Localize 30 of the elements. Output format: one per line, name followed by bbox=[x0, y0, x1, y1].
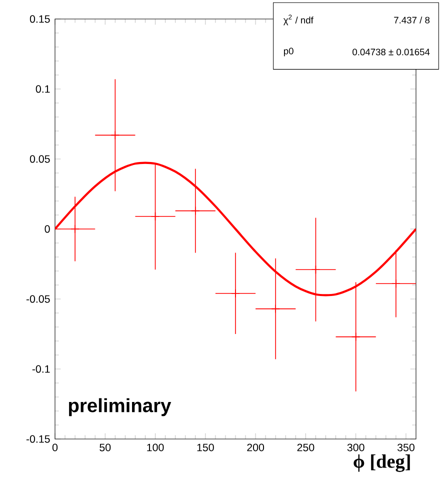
annotation: 7.437 / 8 bbox=[394, 16, 430, 24]
point bbox=[231, 289, 240, 298]
point bbox=[392, 279, 400, 288]
point bbox=[150, 212, 160, 221]
annotation: χ$^{2}$ / ndf bbox=[283, 14, 314, 26]
point bbox=[70, 224, 80, 234]
y-tick-label: -0.05 bbox=[26, 295, 50, 303]
annotation: 0.04738 ± 0.01654 bbox=[352, 48, 430, 56]
y-tick-label: 0.05 bbox=[30, 155, 50, 163]
x-tick-label: 150 bbox=[197, 444, 214, 452]
x-tick-label: 250 bbox=[297, 444, 314, 452]
x-tick-label: 0 bbox=[52, 444, 58, 452]
x-tick-label: 300 bbox=[347, 444, 364, 452]
x-axis-title: ϕ [deg] bbox=[354, 454, 410, 472]
point bbox=[311, 265, 320, 274]
y-tick-label: -0.1 bbox=[32, 365, 50, 373]
x-tick-label: 50 bbox=[100, 444, 111, 452]
y-tick-label: -0.15 bbox=[26, 435, 50, 443]
y-tick-label: 0.1 bbox=[36, 85, 50, 93]
y-tick-label: 0 bbox=[44, 225, 50, 233]
x-tick-label: 350 bbox=[397, 444, 414, 452]
x-tick-label: 200 bbox=[247, 444, 264, 452]
point bbox=[351, 332, 360, 342]
point bbox=[190, 206, 200, 216]
y-tick-label: 0.15 bbox=[30, 15, 50, 23]
point bbox=[110, 130, 120, 140]
point bbox=[271, 304, 280, 314]
annotation: p0 bbox=[284, 48, 294, 56]
annotation: preliminary bbox=[69, 398, 172, 416]
x-tick-label: 100 bbox=[147, 444, 164, 452]
